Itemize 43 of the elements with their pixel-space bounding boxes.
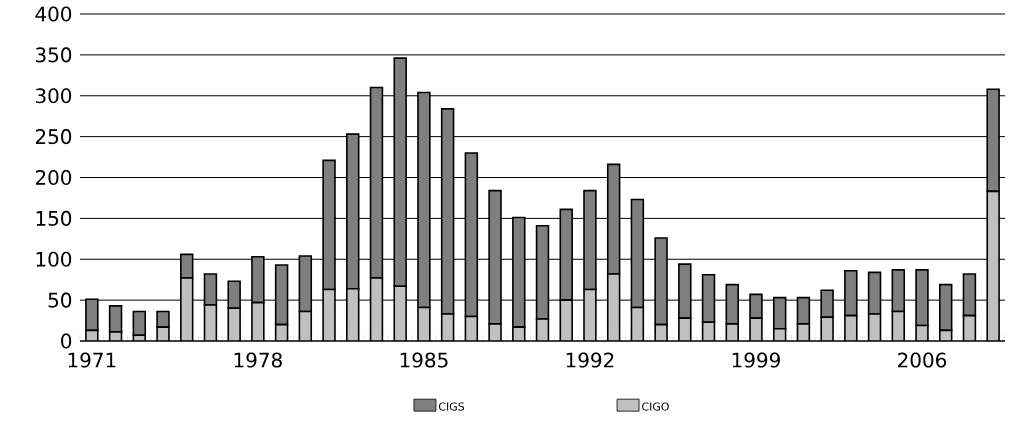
bar <box>701 273 716 323</box>
bar <box>891 269 906 313</box>
bar <box>369 277 384 341</box>
bar <box>867 271 882 315</box>
y-tick-label: 400 <box>35 6 72 22</box>
bar <box>203 273 218 306</box>
y-tick-label: 350 <box>35 47 72 63</box>
bar <box>962 273 977 317</box>
bar <box>938 283 953 332</box>
bar <box>796 296 811 325</box>
bar <box>251 256 265 304</box>
bar <box>512 216 526 328</box>
legend-label: CIGO <box>642 402 669 411</box>
bar <box>108 305 123 333</box>
x-tick-label: 1971 <box>68 352 116 368</box>
bar <box>274 264 289 326</box>
y-tick-label: 50 <box>48 292 72 308</box>
bar <box>844 269 858 317</box>
bar <box>227 280 241 310</box>
y-tick-label: 250 <box>35 129 72 145</box>
x-tick-label: 1978 <box>234 352 282 368</box>
y-tick-label: 100 <box>36 251 72 267</box>
bar <box>559 208 573 301</box>
x-tick-label: 1992 <box>566 352 614 368</box>
bar <box>820 289 834 319</box>
bar <box>156 310 170 328</box>
y-tick-label: 200 <box>35 169 72 186</box>
bar <box>772 296 787 330</box>
bar <box>725 283 739 325</box>
y-tick-label: 150 <box>36 210 72 226</box>
y-tick-label: 300 <box>35 88 72 104</box>
legend-label: CIGS <box>438 402 465 411</box>
y-tick-label: 0 <box>61 333 72 349</box>
bar <box>678 263 692 319</box>
x-tick-label: 1999 <box>732 352 780 368</box>
bar <box>630 198 645 309</box>
bar <box>749 293 763 319</box>
bar <box>298 255 313 313</box>
bar <box>535 224 550 320</box>
bar <box>654 237 668 326</box>
x-tick-label: 1985 <box>400 352 448 368</box>
bar <box>915 269 929 327</box>
x-tick-label: 2006 <box>898 352 947 368</box>
